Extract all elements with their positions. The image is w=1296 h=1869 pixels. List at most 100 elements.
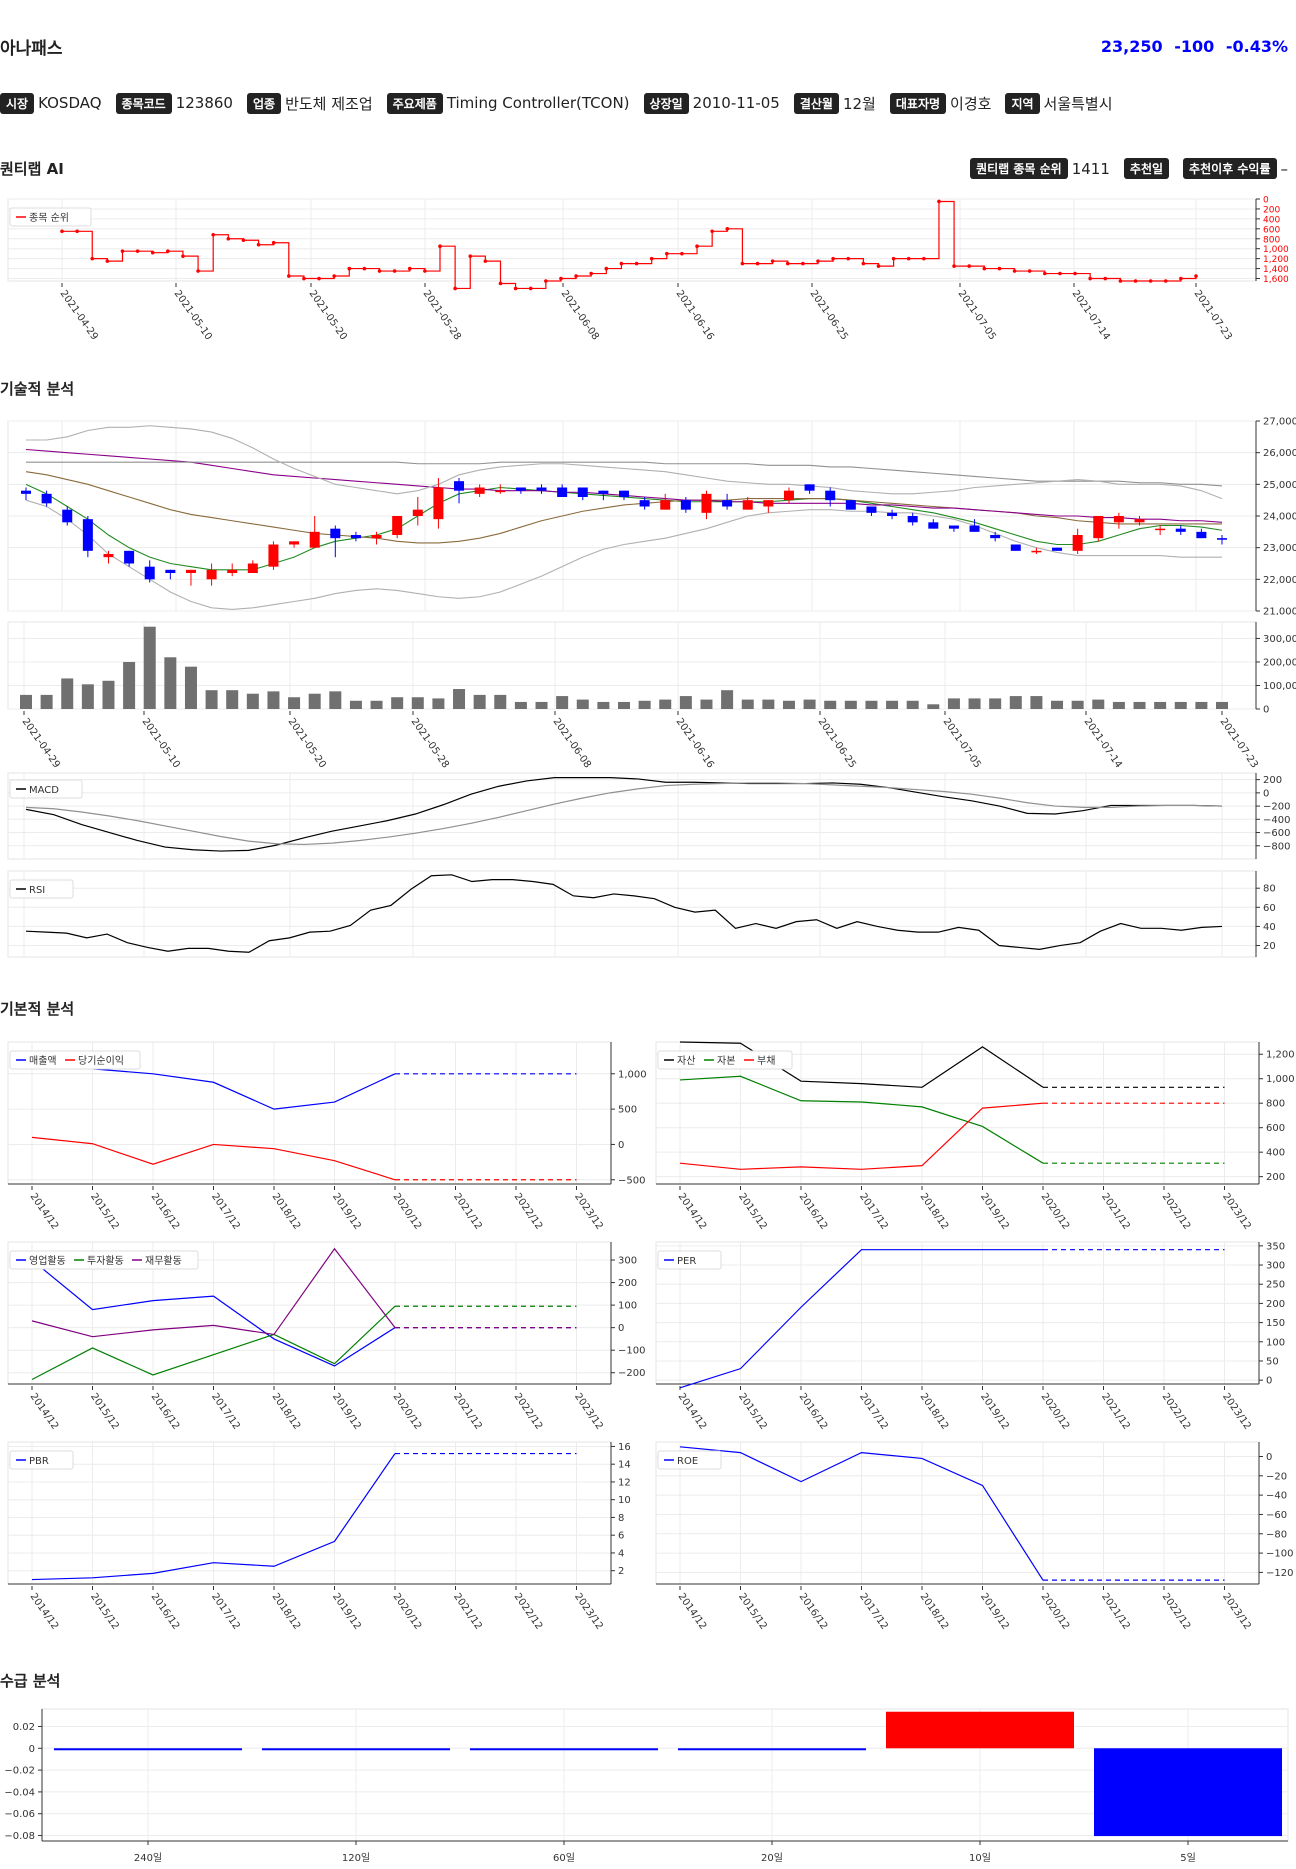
y-tick-label: −200 bbox=[618, 1368, 645, 1379]
x-tick-label: 2022/12 bbox=[1160, 1591, 1193, 1631]
candle-body bbox=[103, 554, 114, 558]
volume-bar bbox=[494, 694, 507, 709]
x-tick-label: 2018/12 bbox=[270, 1391, 303, 1431]
x-tick-label: 2016/12 bbox=[797, 1591, 830, 1631]
rank-point bbox=[120, 249, 125, 253]
x-tick-label: 2021-04-29 bbox=[20, 716, 62, 768]
y-tick-label: 14 bbox=[618, 1460, 631, 1471]
volume-bar bbox=[1154, 701, 1167, 709]
series-line bbox=[31, 1247, 396, 1338]
rank-point bbox=[453, 286, 457, 291]
x-tick-label: 2022/12 bbox=[1160, 1191, 1193, 1231]
rank-point bbox=[392, 269, 397, 273]
volume-bar bbox=[782, 700, 795, 709]
candle-body bbox=[289, 541, 300, 545]
y-tick-label: −20 bbox=[1266, 1471, 1287, 1482]
roe-chart: −120 −100 −80 −60 −40 −20 0 ROE 2014/12 2015/12 20… bbox=[655, 1441, 1293, 1632]
info-tag-market: 시장 bbox=[0, 92, 35, 114]
y-tick-label: 500 bbox=[618, 1105, 637, 1116]
volume-bar bbox=[638, 700, 651, 709]
volume-bar bbox=[40, 694, 53, 709]
ai-rec-return-tag: 추천이후 수익률 bbox=[1183, 158, 1277, 179]
y-tick-label: −600 bbox=[1263, 828, 1290, 839]
x-tick-label: 2021-05-20 bbox=[307, 288, 349, 342]
volume-bar bbox=[886, 700, 899, 709]
x-tick-label: 2018/12 bbox=[918, 1191, 951, 1231]
legend-label: MACD bbox=[29, 785, 59, 796]
volume-bar bbox=[1092, 699, 1105, 709]
x-tick-label: 2021-07-14 bbox=[1082, 716, 1124, 768]
y-tick-label: −200 bbox=[1263, 802, 1290, 813]
candle-body bbox=[1072, 535, 1083, 551]
volume-bar bbox=[411, 697, 424, 709]
info-tag-code: 종목코드 bbox=[115, 92, 172, 114]
rank-point bbox=[362, 266, 367, 271]
candle-body bbox=[1010, 544, 1021, 551]
rsi-series-line bbox=[25, 874, 1223, 953]
x-tick-label: 2017/12 bbox=[857, 1391, 890, 1431]
x-tick-label: 2021-06-16 bbox=[674, 716, 716, 768]
candle-body bbox=[1155, 528, 1166, 531]
volume-bar bbox=[1133, 701, 1146, 709]
rank-point bbox=[181, 254, 185, 258]
candle-body bbox=[536, 487, 547, 491]
x-tick-label: 2021-06-25 bbox=[808, 288, 850, 342]
info-value-ceo: 이경호 bbox=[950, 94, 992, 113]
y-tick-label: 0 bbox=[1263, 788, 1269, 799]
y-tick-label: 350 bbox=[1266, 1241, 1285, 1252]
y-tick-label: 2 bbox=[618, 1566, 624, 1577]
rank-point bbox=[876, 264, 881, 268]
legend-label: 투자활동 bbox=[87, 1254, 124, 1267]
rank-point bbox=[574, 274, 578, 278]
volume-bar bbox=[164, 657, 177, 709]
x-tick-label: 120일 bbox=[342, 1852, 370, 1864]
legend-box bbox=[9, 1250, 199, 1270]
rank-point bbox=[982, 266, 987, 271]
volume-bar bbox=[618, 701, 630, 709]
rank-point bbox=[513, 286, 518, 291]
y-tick-label: 1,200 bbox=[1266, 1050, 1295, 1061]
y-tick-label: 1,400 bbox=[1263, 265, 1289, 275]
x-tick-label: 5일 bbox=[1180, 1852, 1196, 1864]
y-tick-label: 800 bbox=[1266, 1099, 1285, 1110]
rank-point bbox=[1133, 279, 1138, 283]
candle-body bbox=[557, 487, 568, 497]
macd-chart: −800 −600 −400 −200 0 200 MACD bbox=[7, 772, 1290, 860]
y-tick-label: 1,200 bbox=[1263, 255, 1289, 265]
y-tick-label: 26,000 bbox=[1263, 448, 1296, 459]
y-tick-label: 40 bbox=[1263, 922, 1276, 933]
legend-label: ROE bbox=[677, 1456, 698, 1467]
rank-point bbox=[634, 261, 639, 266]
series-line bbox=[31, 1259, 396, 1367]
rank-point bbox=[604, 266, 609, 271]
y-tick-label: 50 bbox=[1266, 1356, 1279, 1367]
volume-bar bbox=[824, 700, 837, 709]
volume-bar bbox=[473, 694, 486, 709]
x-tick-label: 2014/12 bbox=[676, 1191, 709, 1231]
candle-body bbox=[1196, 531, 1207, 539]
y-tick-label: 100 bbox=[1266, 1337, 1285, 1348]
technical-section-title: 기술적 분석 bbox=[0, 380, 75, 398]
x-tick-label: 2019/12 bbox=[978, 1591, 1011, 1631]
rank-point bbox=[483, 259, 488, 263]
volume-bar bbox=[1071, 700, 1084, 709]
rank-point bbox=[967, 264, 971, 268]
supply-bar bbox=[1094, 1748, 1282, 1837]
volume-bar bbox=[535, 701, 548, 709]
volume-bar bbox=[927, 704, 940, 709]
candle-body bbox=[21, 490, 31, 494]
y-tick-label: −0.04 bbox=[4, 1787, 35, 1798]
supply-bar bbox=[886, 1711, 1074, 1749]
info-value-listing: 2010-11-05 bbox=[692, 94, 780, 112]
volume-bar bbox=[246, 693, 259, 709]
rank-point bbox=[287, 274, 291, 278]
ai-rank-value: 1411 bbox=[1071, 159, 1110, 178]
candle-body bbox=[1052, 547, 1063, 551]
x-tick-label: 2021-06-08 bbox=[551, 716, 593, 768]
x-tick-label: 2015/12 bbox=[88, 1391, 121, 1431]
rank-point bbox=[196, 269, 200, 273]
candle-body bbox=[82, 519, 93, 551]
candle-body bbox=[845, 500, 856, 510]
rank-point bbox=[952, 264, 956, 268]
candle-body bbox=[392, 516, 403, 535]
